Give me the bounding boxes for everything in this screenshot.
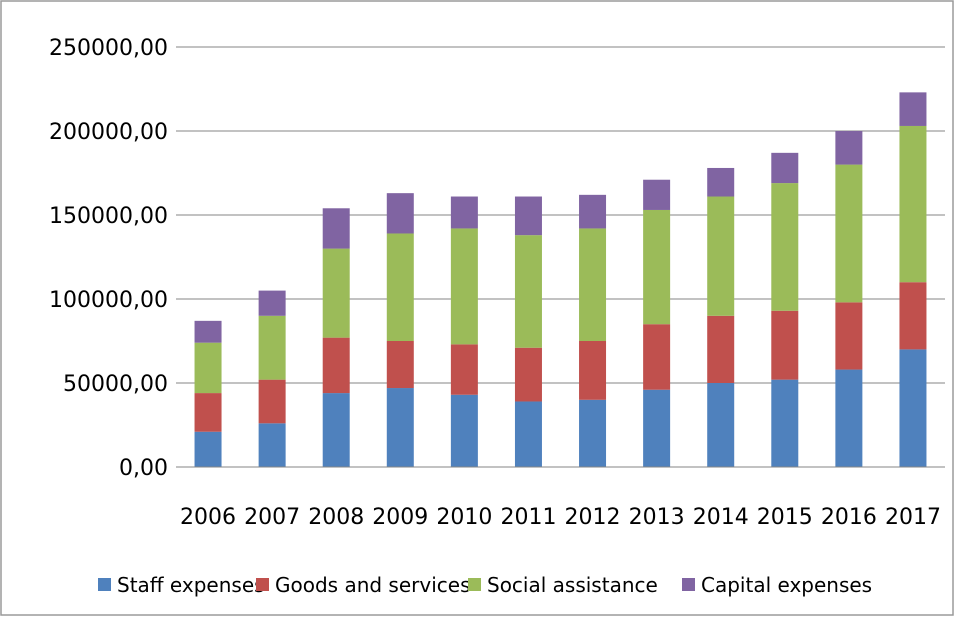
x-tick-label: 2006: [180, 505, 236, 530]
legend-label: Social assistance: [487, 573, 658, 597]
bar-segment-capital-expenses: [707, 167, 735, 197]
bar-segment-capital-expenses: [514, 196, 542, 236]
bar-segment-social-assistance: [194, 342, 222, 394]
bar-segment-capital-expenses: [386, 193, 414, 234]
legend-label: Staff expenses: [117, 573, 265, 597]
legend-swatch-staff-expenses: [98, 578, 111, 591]
y-axis-tick-labels: 0,00 50000,00 100000,00 150000,00 200000,00 2…: [49, 36, 168, 481]
bar-segment-social-assistance: [771, 183, 799, 311]
x-tick-label: 2012: [565, 505, 621, 530]
bar-segment-staff-expenses: [835, 369, 863, 467]
bar-segment-staff-expenses: [899, 349, 927, 467]
legend-swatch-capital-expenses: [682, 578, 695, 591]
x-tick-label: 2011: [500, 505, 556, 530]
bar-segment-staff-expenses: [771, 379, 799, 467]
bars: [194, 92, 927, 467]
bar-segment-capital-expenses: [450, 196, 478, 229]
legend-label: Capital expenses: [701, 573, 872, 597]
bar-segment-staff-expenses: [194, 431, 222, 467]
bar-segment-goods-and-services: [258, 379, 286, 424]
bar-segment-goods-and-services: [835, 302, 863, 370]
bar-segment-social-assistance: [258, 315, 286, 380]
bar-segment-capital-expenses: [771, 152, 799, 184]
y-tick-label: 200000,00: [49, 120, 168, 145]
y-tick-label: 0,00: [119, 456, 168, 481]
y-tick-label: 100000,00: [49, 288, 168, 313]
bar-segment-staff-expenses: [258, 423, 286, 467]
bar-segment-capital-expenses: [643, 179, 671, 210]
y-tick-label: 150000,00: [49, 204, 168, 229]
legend: Staff expenses Goods and services Social a…: [98, 573, 872, 597]
y-tick-label: 250000,00: [49, 36, 168, 61]
x-tick-label: 2010: [436, 505, 492, 530]
bar-segment-goods-and-services: [771, 310, 799, 380]
bar-segment-social-assistance: [579, 228, 607, 341]
y-tick-label: 50000,00: [63, 372, 168, 397]
bar-segment-social-assistance: [386, 233, 414, 341]
bar-segment-capital-expenses: [322, 208, 350, 249]
bar-segment-staff-expenses: [514, 401, 542, 467]
bar-segment-staff-expenses: [643, 389, 671, 467]
bar-segment-capital-expenses: [579, 194, 607, 229]
gridlines: [176, 46, 945, 384]
bar-segment-capital-expenses: [835, 131, 863, 165]
x-tick-label: 2008: [308, 505, 364, 530]
legend-swatch-social-assistance: [468, 578, 481, 591]
bar-segment-staff-expenses: [322, 393, 350, 467]
bar-segment-goods-and-services: [194, 393, 222, 432]
bar-segment-staff-expenses: [579, 399, 607, 467]
bar-segment-capital-expenses: [258, 290, 286, 316]
x-tick-label: 2014: [693, 505, 749, 530]
legend-label: Goods and services: [275, 573, 471, 597]
x-tick-label: 2007: [244, 505, 300, 530]
bar-segment-social-assistance: [707, 196, 735, 316]
x-tick-label: 2009: [372, 505, 428, 530]
bar-segment-goods-and-services: [643, 324, 671, 390]
x-tick-label: 2013: [629, 505, 685, 530]
bar-segment-social-assistance: [643, 209, 671, 325]
bar-segment-goods-and-services: [322, 337, 350, 394]
bar-segment-social-assistance: [899, 125, 927, 283]
bar-segment-goods-and-services: [899, 282, 927, 350]
bar-segment-social-assistance: [322, 248, 350, 338]
bar-segment-goods-and-services: [707, 315, 735, 383]
bar-segment-staff-expenses: [386, 388, 414, 467]
bar-segment-staff-expenses: [707, 383, 735, 467]
legend-swatch-goods-and-services: [256, 578, 269, 591]
bar-segment-social-assistance: [835, 164, 863, 303]
bar-segment-capital-expenses: [194, 320, 222, 343]
x-axis-tick-labels: 2006 2007 2008 2009 2010 2011 2012 2013 2014 2015…: [180, 505, 941, 530]
bar-segment-social-assistance: [450, 228, 478, 345]
x-tick-label: 2017: [885, 505, 941, 530]
bar-segment-goods-and-services: [450, 344, 478, 395]
x-tick-label: 2015: [757, 505, 813, 530]
x-tick-label: 2016: [821, 505, 877, 530]
bar-segment-social-assistance: [514, 235, 542, 348]
bar-segment-staff-expenses: [450, 394, 478, 467]
bar-segment-goods-and-services: [579, 341, 607, 400]
bar-segment-goods-and-services: [386, 341, 414, 389]
bar-segment-goods-and-services: [514, 347, 542, 402]
bar-segment-capital-expenses: [899, 92, 927, 126]
